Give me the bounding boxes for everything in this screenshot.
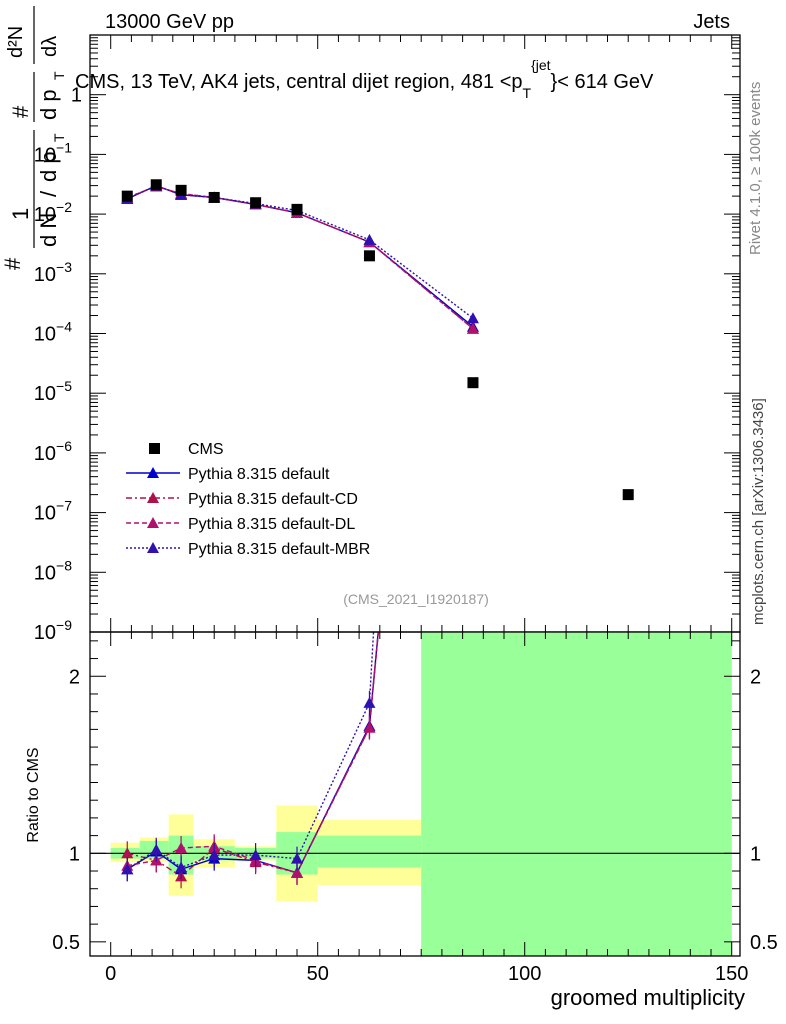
y-tick-label: 10−9 xyxy=(34,617,72,644)
ratio-line xyxy=(127,632,380,878)
legend-marker-cms xyxy=(149,443,160,454)
ratio-y-tick-label-right: 1 xyxy=(750,843,761,865)
svg-text:d p: d p xyxy=(36,151,61,182)
cms-point xyxy=(150,179,162,191)
ratio-marker xyxy=(208,849,221,861)
ratio-y-tick-label: 0.5 xyxy=(52,932,80,954)
ratio-marker xyxy=(291,866,304,878)
rivet-label: Rivet 4.1.0, ≥ 100k events xyxy=(747,82,764,255)
series-0 xyxy=(121,179,479,332)
header-right: Jets xyxy=(693,11,730,33)
ratio-marker xyxy=(121,847,134,859)
series-1 xyxy=(121,180,479,334)
y-tick-label: 10−4 xyxy=(34,319,72,346)
series-marker xyxy=(363,233,376,245)
ratio-y-tick-label: 2 xyxy=(69,666,80,688)
svg-text:T: T xyxy=(51,133,67,142)
legend: CMS Pythia 8.315 default Pythia 8.315 defa… xyxy=(126,441,370,558)
ratio-marker xyxy=(150,843,163,855)
ratio-marker xyxy=(291,852,304,864)
legend-marker xyxy=(147,467,159,478)
ratio-bands xyxy=(90,632,740,956)
ratio-series-clip xyxy=(121,632,380,889)
legend-label: CMS xyxy=(188,441,224,458)
y-tick-label: 10−6 xyxy=(34,438,72,465)
legend-label: Pythia 8.315 default-CD xyxy=(188,491,358,508)
ratio-line xyxy=(127,632,380,874)
cms-point xyxy=(363,250,375,262)
ratio-marker xyxy=(249,849,262,861)
cms-point xyxy=(208,191,220,203)
band-green xyxy=(317,835,422,868)
x-axis-label: groomed multiplicity xyxy=(551,985,745,1010)
series-3 xyxy=(121,179,479,324)
y-tick-label: 1 xyxy=(71,85,82,107)
ratio-y-tick-label-right: 0.5 xyxy=(750,932,778,954)
ratio-series-1 xyxy=(121,632,380,889)
series-marker xyxy=(466,322,479,334)
header-left: 13000 GeV pp xyxy=(105,11,234,33)
cms-point xyxy=(467,377,479,389)
y-tick-label: 10−3 xyxy=(34,259,72,286)
svg-text:#: # xyxy=(0,257,25,270)
cms-point xyxy=(250,197,262,209)
ratio-series-3 xyxy=(121,632,376,882)
svg-text:1: 1 xyxy=(8,208,33,220)
y-tick-label: 10−8 xyxy=(34,557,72,584)
x-tick-label: 150 xyxy=(715,963,748,985)
ratio-marker xyxy=(363,696,376,708)
cms-point xyxy=(121,190,133,202)
series-marker xyxy=(466,312,479,324)
legend-marker xyxy=(147,542,159,553)
ratio-marker xyxy=(363,721,376,733)
main-axes: 1 10−1 10−2 10−3 10−4 10−5 10−6 10−7 10−8 10−9 xyxy=(34,34,740,644)
legend-label: Pythia 8.315 default-DL xyxy=(188,516,355,533)
series-2 xyxy=(121,180,479,334)
series-line xyxy=(127,185,474,330)
ratio-y-tick-label-right: 2 xyxy=(750,666,761,688)
ratio-series-0 xyxy=(121,632,379,885)
cms-points xyxy=(121,179,634,501)
cms-point xyxy=(622,489,634,501)
ratio-line xyxy=(126,632,375,870)
svg-text:dλ: dλ xyxy=(39,36,61,57)
mcplots-label: mcplots.cern.ch [arXiv:1306.3436] xyxy=(750,398,767,625)
svg-text:T: T xyxy=(51,71,67,80)
ratio-series xyxy=(121,632,380,889)
svg-text:#: # xyxy=(8,105,33,118)
ratio-marker xyxy=(175,842,188,853)
ratio-line xyxy=(126,632,379,874)
svg-text:d N: d N xyxy=(36,213,61,247)
legend-marker xyxy=(147,492,159,503)
y-tick-label: 10−2 xyxy=(34,199,72,226)
ratio-series-2 xyxy=(121,632,380,885)
legend-marker xyxy=(147,517,159,528)
legend-label: Pythia 8.315 default xyxy=(188,466,330,483)
y-tick-label: 10−7 xyxy=(34,498,72,525)
legend-label: Pythia 8.315 default-MBR xyxy=(188,541,370,558)
band-green xyxy=(421,632,732,956)
x-tick-label: 0 xyxy=(105,963,116,985)
analysis-id: (CMS_2021_I1920187) xyxy=(343,591,489,607)
ratio-frame xyxy=(89,631,741,957)
svg-text:/: / xyxy=(36,190,61,197)
ratio-marker xyxy=(121,863,134,875)
cms-point xyxy=(291,203,303,215)
ratio-marker xyxy=(175,861,188,873)
ratio-y-tick-label: 1 xyxy=(69,843,80,865)
ratio-ylabel: Ratio to CMS xyxy=(25,747,42,842)
svg-text:d p: d p xyxy=(36,89,61,120)
x-tick-label: 50 xyxy=(307,963,329,985)
plot-title: CMS, 13 TeV, AK4 jets, central dijet reg… xyxy=(75,57,654,101)
cms-point xyxy=(175,184,187,196)
y-tick-label: 10−1 xyxy=(34,139,72,166)
main-series xyxy=(121,179,634,501)
x-tick-label: 100 xyxy=(508,963,541,985)
svg-text:d²N: d²N xyxy=(5,26,27,58)
y-tick-label: 10−5 xyxy=(34,378,72,405)
main-ylabel: # 1 d N / d p T # d p T d²N dλ xyxy=(0,6,67,270)
